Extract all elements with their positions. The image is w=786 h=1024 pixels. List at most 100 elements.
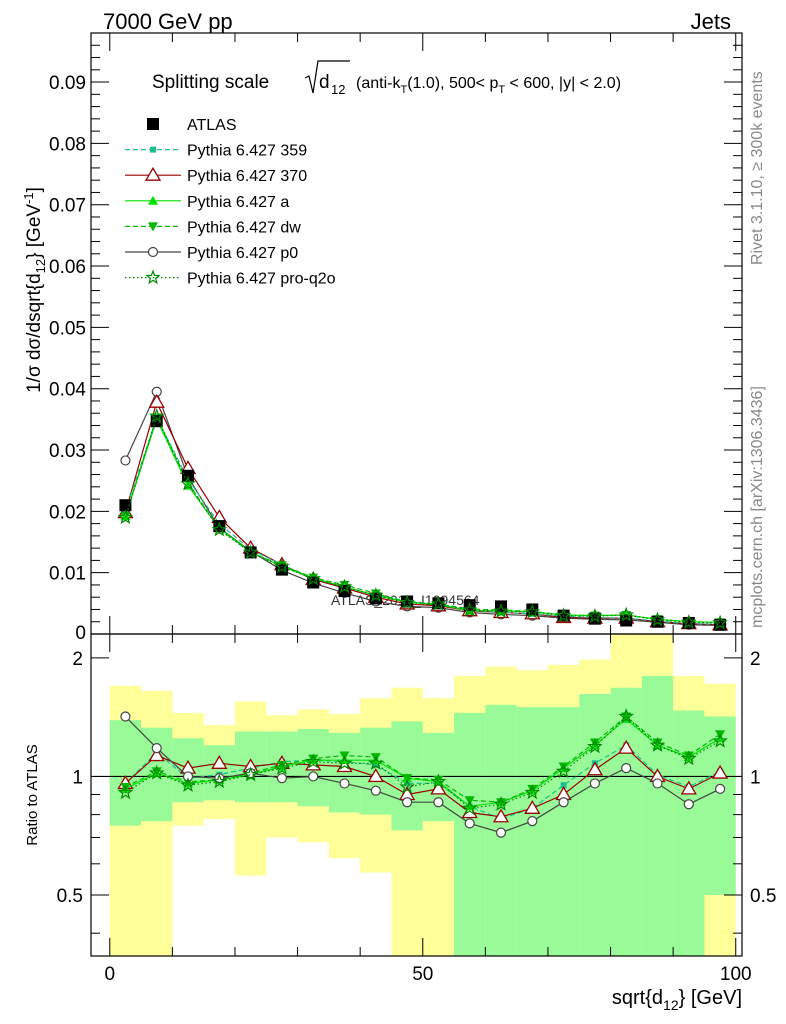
ratio-y-tick-label-right: 0.5 xyxy=(750,886,776,907)
ratio-data-point xyxy=(683,799,694,810)
main-data-point xyxy=(119,499,132,512)
ratio-data-point xyxy=(242,766,259,782)
rivet-version-label: Rivet 3.1.10, ≥ 300k events xyxy=(749,71,766,265)
main-data-point xyxy=(305,570,322,586)
ratio-band-inner xyxy=(610,687,642,956)
ratio-data-point xyxy=(367,768,384,783)
ratio-data-point xyxy=(148,747,165,762)
ratio-y-tick-label-left: 2 xyxy=(72,649,83,670)
ratio-data-point xyxy=(367,755,384,770)
main-data-point xyxy=(524,603,541,619)
main-data-point xyxy=(649,611,666,627)
main-data-point xyxy=(120,455,131,466)
main-data-point xyxy=(493,603,509,618)
legend-marker xyxy=(148,222,158,232)
ratio-data-point xyxy=(589,738,600,748)
ratio-y-tick-label-left: 1 xyxy=(72,767,83,788)
energy-label: 7000 GeV pp xyxy=(103,9,233,34)
main-data-point xyxy=(399,594,415,610)
title-sqrt-sub: 12 xyxy=(331,82,345,97)
ratio-data-point xyxy=(618,708,635,724)
legend-label: Pythia 6.427 a xyxy=(187,194,289,211)
main-data-point xyxy=(367,587,384,603)
ratio-data-point xyxy=(464,818,475,829)
ratio-data-point xyxy=(496,798,507,808)
main-data-point xyxy=(244,546,257,559)
ratio-data-point xyxy=(524,784,541,800)
x-tick-label: 0 xyxy=(104,964,115,985)
ratio-data-point xyxy=(148,764,165,780)
main-y-tick-label: 0.01 xyxy=(49,564,86,585)
main-data-point xyxy=(680,614,697,629)
ratio-data-point xyxy=(399,778,415,794)
main-y-tick-label: 0.08 xyxy=(49,134,86,155)
ratio-band-inner xyxy=(641,675,674,956)
ratio-data-point xyxy=(464,801,475,811)
title-sqrt-var: d xyxy=(319,72,330,93)
ratio-data-point xyxy=(433,775,444,785)
main-y-tick-label: 0.04 xyxy=(49,380,86,401)
x-tick-label: 50 xyxy=(412,964,433,985)
ratio-data-point xyxy=(151,767,162,777)
ratio-data-point xyxy=(712,732,728,748)
ratio-band-inner xyxy=(579,693,611,956)
ratio-data-point xyxy=(151,743,162,754)
ratio-data-point xyxy=(276,760,287,770)
legend-item: ATLAS xyxy=(147,117,237,134)
legend-marker xyxy=(145,269,161,285)
legend-label: Pythia 6.427 p0 xyxy=(187,245,298,262)
ratio-series-pythia-6-427-370 xyxy=(117,739,729,823)
ratio-data-point xyxy=(652,738,663,748)
ratio-band-inner xyxy=(516,707,548,956)
ratio-data-point xyxy=(558,797,569,808)
x-axis-label: sqrt{d12} [GeV] xyxy=(612,987,742,1013)
main-data-point xyxy=(461,601,478,617)
ratio-data-point xyxy=(372,761,379,768)
ratio-data-point xyxy=(336,755,353,770)
main-y-tick-label: 0.09 xyxy=(49,73,86,94)
ratio-data-point xyxy=(680,780,697,795)
main-data-point xyxy=(211,521,228,537)
ratio-data-point xyxy=(555,763,572,779)
ratio-data-point xyxy=(305,753,322,769)
ratio-y-tick-label-right: 2 xyxy=(750,649,761,670)
ratio-data-point xyxy=(652,778,663,789)
main-data-point xyxy=(148,408,165,423)
ratio-data-point xyxy=(527,784,538,794)
ratio-data-point xyxy=(586,761,604,776)
ratio-uncertainty-bands xyxy=(109,634,736,956)
x-tick-label: 100 xyxy=(720,964,752,985)
ratio-data-point xyxy=(711,764,729,779)
ratio-data-point xyxy=(211,754,228,769)
legend-label: Pythia 6.427 370 xyxy=(187,168,307,185)
ratio-data-point xyxy=(430,773,447,789)
ratio-data-point xyxy=(180,777,196,792)
main-y-tick-label: 0.05 xyxy=(49,318,86,339)
ratio-data-point xyxy=(339,778,350,789)
ratio-y-axis-label: Ratio to ATLAS xyxy=(24,744,41,845)
ratio-data-point xyxy=(493,796,509,811)
legend-item: Pythia 6.427 359 xyxy=(125,143,307,160)
ratio-y-tick-label-right: 1 xyxy=(750,767,761,788)
ratio-band-inner xyxy=(328,732,361,813)
ratio-data-point xyxy=(558,762,569,772)
ratio-data-point xyxy=(461,800,478,815)
legend-label: Pythia 6.427 dw xyxy=(187,219,301,236)
ratio-band-inner xyxy=(454,712,486,956)
ratio-band-inner xyxy=(109,720,142,826)
ratio-series-pythia-6-427-p0 xyxy=(120,711,726,838)
ratio-data-point xyxy=(117,784,134,800)
chart-title: Splitting scale xyxy=(152,72,269,93)
ratio-data-point xyxy=(714,783,726,794)
main-series-pythia-6-427-pro-q2o xyxy=(117,408,728,630)
legend-item: Pythia 6.427 pro-q2o xyxy=(125,269,336,288)
legend-marker xyxy=(147,118,159,130)
main-data-point xyxy=(148,393,165,408)
legend-item: Pythia 6.427 p0 xyxy=(125,245,298,262)
ratio-y-tick-label-left: 0.5 xyxy=(57,886,83,907)
main-y-tick-label: 0.06 xyxy=(49,257,86,278)
ratio-data-point xyxy=(308,754,319,764)
legend: ATLAS Pythia 6.427 359 Pythia 6.427 370 Pyt… xyxy=(125,117,336,288)
ratio-data-point xyxy=(430,780,447,795)
ratio-data-point xyxy=(492,808,510,823)
